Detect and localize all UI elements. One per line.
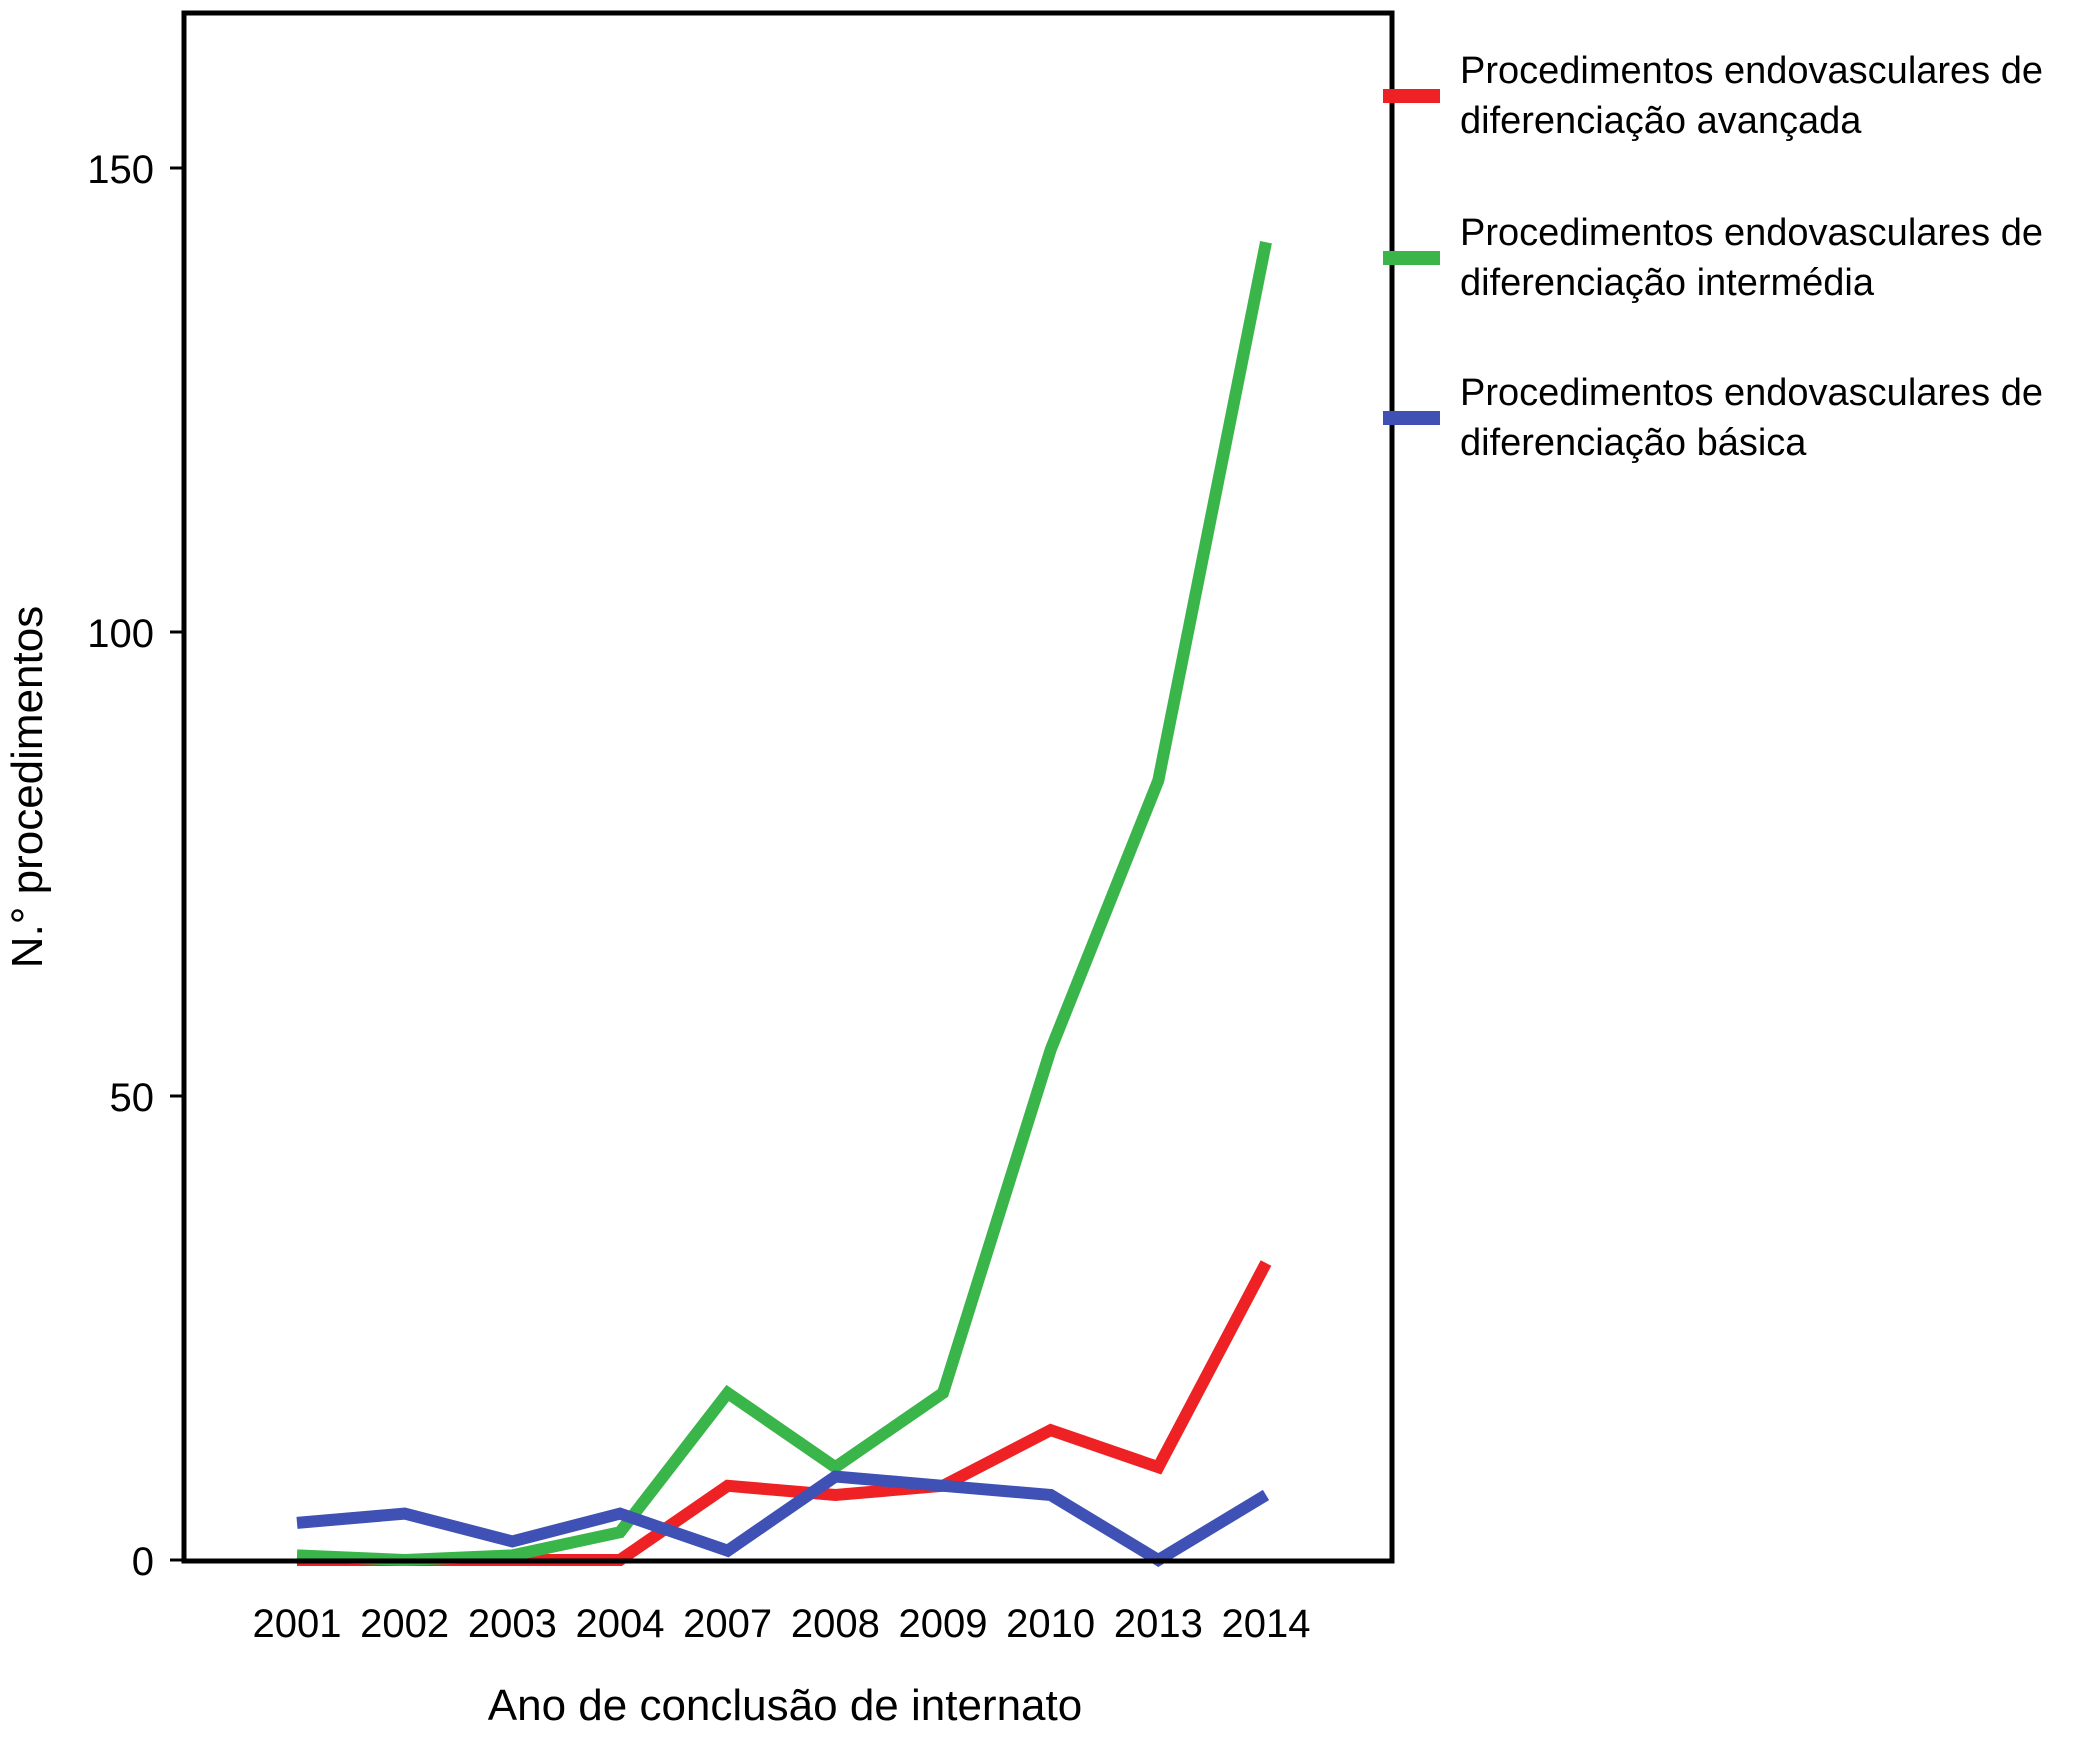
y-tick-label-50: 50 — [110, 1076, 155, 1120]
x-tick-label-2009: 2009 — [899, 1602, 988, 1646]
y-tick-label-0: 0 — [132, 1540, 154, 1584]
legend-label-1-line-2: diferenciação avançada — [1460, 100, 1862, 142]
plot-frame — [184, 13, 1392, 1561]
x-tick-label-2002: 2002 — [360, 1602, 449, 1646]
x-tick-label-2001: 2001 — [253, 1602, 342, 1646]
series-line-2 — [297, 242, 1266, 1560]
x-tick-label-2013: 2013 — [1114, 1602, 1203, 1646]
legend: Procedimentos endovasculares de diferenci… — [1383, 50, 2043, 464]
legend-label-3-line-1: Procedimentos endovasculares de — [1460, 372, 2043, 414]
y-tick-label-100: 100 — [87, 612, 154, 656]
legend-label-2-line-2: diferenciação intermédia — [1460, 262, 1875, 304]
y-axis: 0 50 100 150 — [87, 148, 184, 1584]
x-axis: 2001 2002 2003 2004 2007 2008 2009 2010 2013 2014 — [253, 1602, 1311, 1646]
series-layer — [297, 242, 1266, 1560]
x-axis-label: Ano de conclusão de internato — [488, 1681, 1082, 1730]
legend-label-1-line-1: Procedimentos endovasculares de — [1460, 50, 2043, 92]
x-tick-label-2003: 2003 — [468, 1602, 557, 1646]
y-tick-label-150: 150 — [87, 148, 154, 192]
legend-label-3-line-2: diferenciação básica — [1460, 422, 1807, 464]
x-tick-label-2007: 2007 — [683, 1602, 772, 1646]
x-tick-label-2008: 2008 — [791, 1602, 880, 1646]
x-tick-label-2010: 2010 — [1006, 1602, 1095, 1646]
legend-label-2-line-1: Procedimentos endovasculares de — [1460, 212, 2043, 254]
x-tick-label-2004: 2004 — [576, 1602, 665, 1646]
y-axis-label: N.° procedimentos — [3, 606, 52, 968]
x-tick-label-2014: 2014 — [1222, 1602, 1311, 1646]
